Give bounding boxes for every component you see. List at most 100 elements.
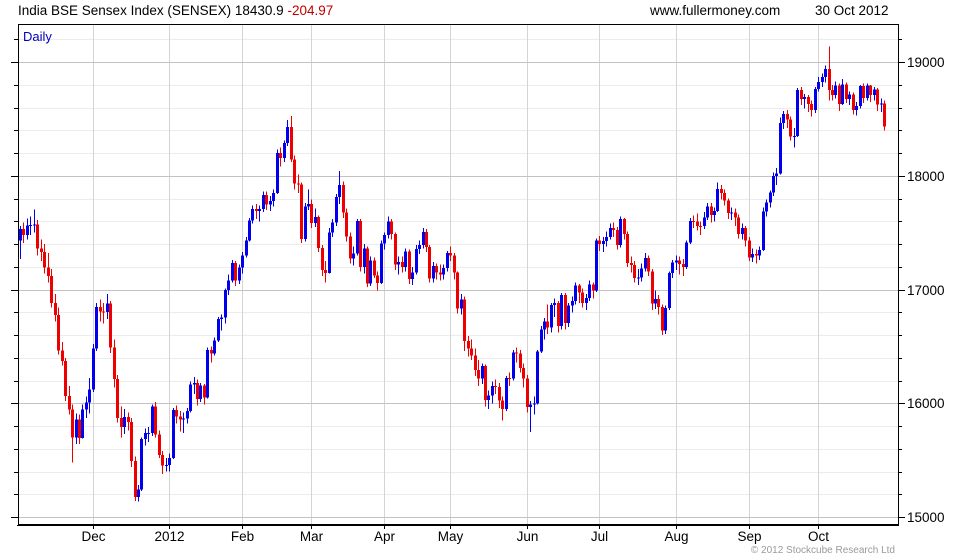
candle-body xyxy=(304,206,307,239)
candle-body xyxy=(210,350,213,354)
candle-body xyxy=(779,122,782,174)
candle-body xyxy=(140,439,143,490)
candle-body xyxy=(258,208,261,211)
candle-body xyxy=(626,233,629,263)
candle-body xyxy=(540,329,543,352)
candle-body xyxy=(883,103,886,127)
candle-body xyxy=(238,267,241,281)
candle-body xyxy=(182,418,185,420)
candle-body xyxy=(158,434,161,456)
candle-body xyxy=(678,260,681,265)
candle-body xyxy=(88,389,91,403)
x-axis-label: Jun xyxy=(517,529,539,544)
candle-body xyxy=(422,232,425,245)
candle-body xyxy=(567,305,570,323)
candle-body xyxy=(297,183,300,185)
candle-body xyxy=(449,253,452,256)
candle-body xyxy=(151,406,154,433)
candle-body xyxy=(345,212,348,237)
candle-body xyxy=(487,395,490,400)
candle-body xyxy=(130,421,133,462)
candle-body xyxy=(408,251,411,279)
candle-body xyxy=(33,224,36,226)
candle-body xyxy=(276,152,279,194)
candle-body xyxy=(401,261,404,267)
candle-body xyxy=(571,301,574,306)
candle-body xyxy=(595,240,598,291)
candle-body xyxy=(880,103,883,105)
candle-body xyxy=(324,269,327,273)
candle-body xyxy=(598,240,601,245)
candle-body xyxy=(196,383,199,399)
candle-body xyxy=(793,136,796,138)
candle-body xyxy=(491,385,494,396)
candle-body xyxy=(71,409,74,438)
candle-body xyxy=(26,225,29,235)
candle-body xyxy=(383,235,386,244)
candle-body xyxy=(592,284,595,291)
candle-body xyxy=(418,244,421,249)
candle-body xyxy=(522,367,525,379)
candle-body xyxy=(612,228,615,231)
candle-body xyxy=(220,317,223,320)
header-date: 30 Oct 2012 xyxy=(815,3,889,18)
x-axis-label: Jul xyxy=(591,529,608,544)
candle-body xyxy=(508,377,511,379)
candle-body xyxy=(564,295,567,323)
candle-body xyxy=(234,262,237,281)
candle-body xyxy=(869,85,872,95)
candle-body xyxy=(335,196,338,223)
y-axis-label: 16000 xyxy=(907,396,945,411)
candle-body xyxy=(456,272,459,309)
candle-body xyxy=(723,192,726,201)
candle-body xyxy=(95,306,98,349)
candle-body xyxy=(824,69,827,77)
candle-body xyxy=(800,90,803,100)
candle-body xyxy=(363,248,366,268)
chart-frame xyxy=(17,24,899,526)
candle-body xyxy=(467,341,470,349)
y-axis-label: 17000 xyxy=(907,283,945,298)
candle-body xyxy=(144,433,147,440)
candle-body xyxy=(29,224,32,226)
candle-body xyxy=(369,260,372,284)
candle-body xyxy=(706,206,709,218)
candle-body xyxy=(529,404,532,408)
candle-body xyxy=(404,251,407,267)
candle-body xyxy=(796,90,799,137)
candle-body xyxy=(428,246,431,279)
candle-body xyxy=(113,347,116,380)
candle-body xyxy=(696,221,699,226)
candle-body xyxy=(671,262,674,274)
candle-body xyxy=(654,298,657,304)
candle-body xyxy=(127,416,130,422)
candle-body xyxy=(446,253,449,269)
candle-body xyxy=(349,236,352,259)
candle-body xyxy=(699,225,702,227)
candle-body xyxy=(231,262,234,281)
candle-body xyxy=(710,206,713,215)
candle-body xyxy=(376,275,379,283)
candle-body xyxy=(772,175,775,193)
candle-body xyxy=(675,260,678,263)
candle-body xyxy=(61,350,64,361)
chart-title: India BSE Sensex Index (SENSEX) 18430.9 … xyxy=(18,3,333,18)
candle-body xyxy=(786,114,789,120)
candle-body xyxy=(425,232,428,247)
price-change: -204.97 xyxy=(287,3,334,18)
candle-body xyxy=(279,152,282,159)
website-link[interactable]: www.fullermoney.com xyxy=(650,3,781,18)
y-axis-label: 15000 xyxy=(907,510,945,525)
plot-border xyxy=(18,24,899,525)
candle-body xyxy=(657,298,660,308)
candle-body xyxy=(373,260,376,276)
candle-body xyxy=(560,295,563,327)
last-price: 18430.9 xyxy=(234,3,284,18)
y-axis-label: 19000 xyxy=(907,55,945,70)
candle-body xyxy=(557,303,560,327)
candle-body xyxy=(286,126,289,143)
x-axis-label: 2012 xyxy=(154,529,184,544)
candle-body xyxy=(644,257,647,269)
candle-body xyxy=(744,227,747,241)
